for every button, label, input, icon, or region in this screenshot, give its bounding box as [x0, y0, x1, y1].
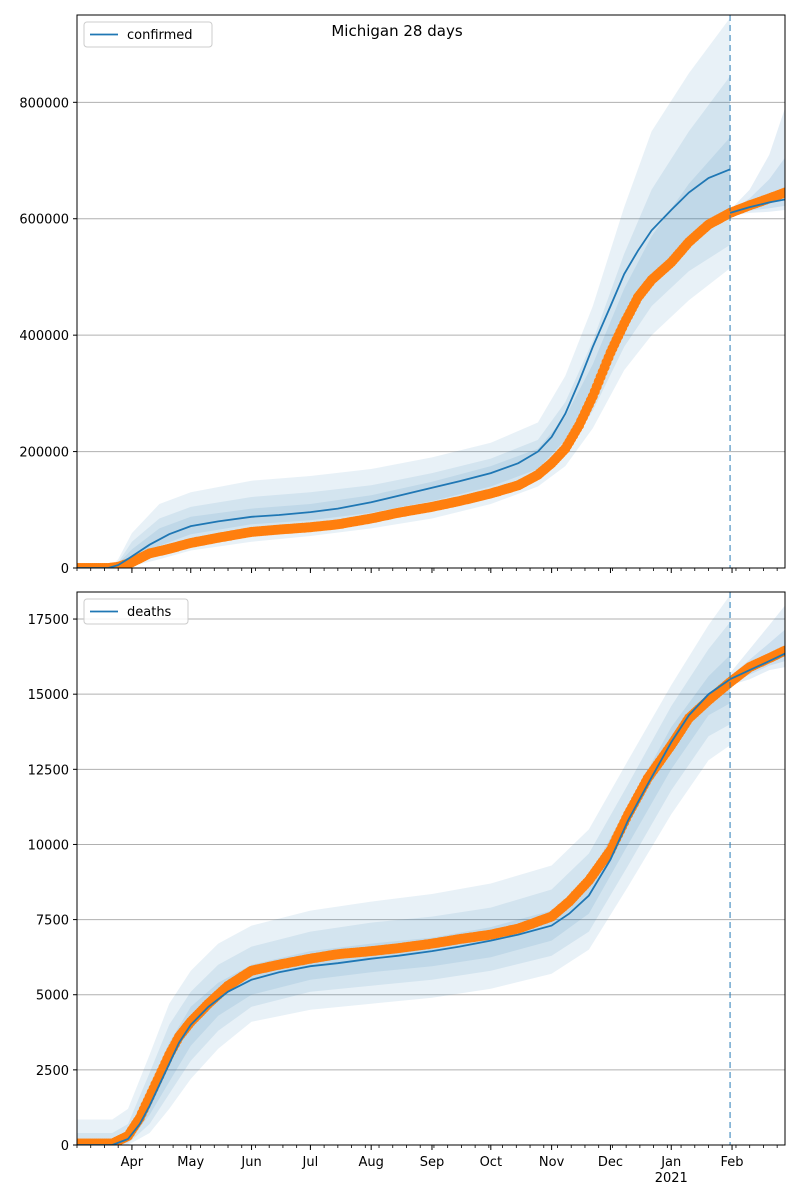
ytick-label: 0: [61, 1139, 69, 1154]
observed-point: [780, 645, 785, 656]
ytick-label: 15000: [28, 688, 69, 703]
xtick-label: Feb: [721, 1155, 744, 1170]
figure-title: Michigan 28 days: [331, 22, 462, 40]
ytick-label: 400000: [19, 329, 69, 344]
ytick-label: 800000: [19, 96, 69, 111]
axes-frame: [76, 591, 786, 1146]
ytick-label: 200000: [19, 446, 69, 461]
ytick-label: 2500: [36, 1064, 69, 1079]
legend-label: confirmed: [127, 28, 193, 43]
forecast-line: [729, 652, 785, 681]
xtick-year-label: 2021: [655, 1171, 688, 1186]
forecast-band: [730, 605, 785, 686]
model-line: [77, 168, 731, 568]
xtick-label: Sep: [420, 1155, 445, 1170]
model-line: [77, 678, 731, 1145]
deaths-panel: 0 2500 5000 7500 10000 12500 15000 17500 Apr May J…: [28, 591, 786, 1186]
legend: deaths: [83, 598, 189, 625]
ytick-label: 17500: [28, 613, 69, 628]
uncertainty-band: [77, 17, 731, 568]
legend-box: [83, 21, 213, 48]
ytick-label: 10000: [28, 838, 69, 853]
xtick-label: Oct: [480, 1155, 502, 1170]
uncertainty-band: [77, 622, 731, 1145]
legend-box: [83, 598, 189, 625]
legend: confirmed: [83, 21, 213, 48]
ytick-label: 12500: [28, 763, 69, 778]
ytick-label: 7500: [36, 914, 69, 929]
xtick-label: May: [177, 1155, 204, 1170]
xtick-label: Aug: [358, 1155, 383, 1170]
plot-area: [77, 595, 785, 1145]
xtick-label: Jan: [660, 1155, 681, 1170]
xtick-label: Apr: [121, 1155, 144, 1170]
ytick-label: 600000: [19, 213, 69, 228]
xtick-label: Jun: [240, 1155, 261, 1170]
axes-frame: [76, 14, 786, 569]
observed-point: [780, 187, 785, 198]
forecast-line: [729, 198, 785, 214]
ytick-label: 0: [61, 562, 69, 577]
uncertainty-band: [77, 595, 731, 1145]
confirmed-panel: 0 200000 400000 600000 800000 confirmed: [19, 14, 786, 577]
xtick-label: Jul: [302, 1155, 319, 1170]
uncertainty-band: [77, 137, 731, 568]
legend-label: deaths: [127, 605, 172, 620]
forecast-band: [730, 108, 785, 216]
observed-series: [77, 187, 785, 568]
xtick-label: Nov: [539, 1155, 565, 1170]
plot-area: [77, 17, 785, 568]
ytick-label: 5000: [36, 989, 69, 1004]
xtick-label: Dec: [598, 1155, 623, 1170]
